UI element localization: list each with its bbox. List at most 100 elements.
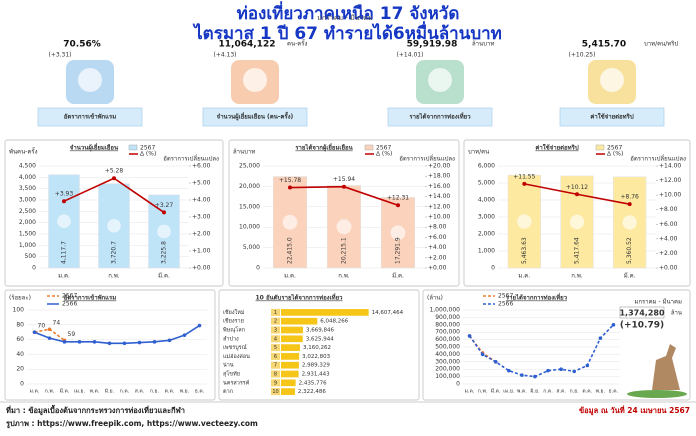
- x-tick-label: มิ.ย.: [530, 388, 540, 395]
- line-point: [62, 340, 67, 344]
- line-point: [572, 369, 577, 374]
- y2-tick-label: +2.00: [428, 254, 447, 261]
- y-tick-label: 6,000: [478, 163, 495, 170]
- line-point: [522, 181, 527, 186]
- y-tick-label: 5,000: [478, 180, 495, 187]
- x-tick-label: มี.ค.: [392, 272, 404, 280]
- kpi-label: อัตราการเข้าพักแรม: [64, 113, 117, 121]
- line-point: [611, 323, 616, 327]
- y2-tick-label: +0.00: [192, 265, 211, 272]
- bar: [281, 379, 296, 387]
- rank-box: [271, 388, 280, 396]
- kpi-label: จำนวนผู้เยี่ยมเยือน (คน-ครั้ง): [217, 111, 294, 122]
- bar-value-label: 2,989,329: [302, 363, 330, 369]
- annotation-change: (+10.79): [620, 321, 664, 331]
- bar-glow: [57, 214, 71, 229]
- image-credit: รูปภาพ : https://www.freepik.com, https:…: [6, 419, 258, 429]
- line: [468, 324, 615, 378]
- category-label: สุโขทัย: [223, 370, 240, 378]
- bar-value-label: 14,607,464: [372, 310, 404, 316]
- rank-label: 3: [274, 328, 277, 334]
- bar-value-label: 17,291.9: [395, 237, 402, 264]
- rank-label: 10: [272, 389, 278, 395]
- rank-box: [271, 361, 280, 369]
- bar-value-label: 3,225.8: [161, 241, 168, 264]
- kpi-label: รายได้จากการท่องเที่ยว: [409, 112, 471, 121]
- bar: [281, 361, 299, 369]
- y-axis-label: ล้านบาท: [233, 149, 255, 156]
- y-tick-label: 20: [16, 366, 24, 373]
- kpi-change: (+14.01): [397, 52, 424, 59]
- y2-tick-label: +8.00: [428, 224, 447, 231]
- y-tick-label: 0: [20, 381, 24, 388]
- bar-glow: [517, 214, 532, 229]
- point-label: 74: [53, 320, 61, 327]
- x-tick-label: ต.ค.: [582, 389, 592, 395]
- x-tick-label: ม.ค.: [58, 273, 70, 280]
- kpi-value: 70.56%: [63, 40, 101, 50]
- y-tick-label: 600,000: [435, 336, 460, 343]
- y2-tick-label: +5.00: [192, 180, 211, 187]
- y-tick-label: 300,000: [435, 358, 460, 365]
- x-tick-label: ส.ค.: [556, 389, 566, 395]
- panel: [218, 289, 420, 401]
- line-point: [288, 185, 292, 190]
- x-tick-label: ก.พ.: [108, 273, 119, 280]
- line-point: [152, 340, 157, 344]
- legend-swatch: [128, 144, 138, 151]
- y2-tick-label: +3.00: [192, 214, 211, 221]
- y-tick-label: 25,000: [239, 163, 260, 170]
- data-date: ข้อมูล ณ วันที่ 24 เมษายน 2567: [579, 404, 690, 416]
- y-axis-label: พันคน-ครั้ง: [9, 146, 38, 156]
- legend-label: 2567: [140, 145, 155, 152]
- kpi-banner: [559, 107, 665, 127]
- rank-label: 5: [274, 345, 277, 351]
- line-point: [62, 199, 66, 204]
- line-point: [47, 336, 52, 340]
- kpi-banner: [202, 107, 308, 127]
- y2-axis-label: อัตราการเปลี่ยนแปลง: [630, 155, 686, 163]
- subtitle: ไตรมาส 1 ปี 67 ทำรายได้6หมื่นล้านบาท: [192, 21, 502, 44]
- y-tick-label: 1,000,000: [429, 307, 460, 314]
- y-tick-label: 5,000: [243, 244, 260, 251]
- line-point: [627, 202, 632, 207]
- annotation-unit: ล้าน: [671, 310, 682, 317]
- x-tick-label: มี.ค.: [158, 272, 170, 280]
- bar-glow: [282, 214, 298, 230]
- y2-tick-label: +0.00: [659, 265, 678, 272]
- y-axis-label: (ร้อยละ): [9, 295, 31, 302]
- category-label: เชียงราย: [223, 318, 244, 325]
- line-point: [598, 336, 603, 340]
- category-label: ลำปาง: [223, 335, 239, 342]
- y-tick-label: 4,000: [478, 197, 495, 204]
- point-label: +15.94: [333, 176, 355, 183]
- period: มกราคม - มีนาคม: [317, 14, 372, 22]
- category-label: น่าน: [223, 363, 234, 369]
- line-point: [342, 184, 346, 189]
- y-tick-label: 15,000: [239, 203, 260, 210]
- x-tick-label: พ.ย.: [596, 389, 606, 395]
- x-tick-label: ม.ค.: [465, 389, 475, 395]
- chart-title: อัตราการเข้าพักแรม: [64, 294, 117, 302]
- y-tick-label: 500: [25, 253, 37, 260]
- x-tick-label: มิ.ย.: [105, 388, 115, 395]
- x-tick-label: ก.ย.: [570, 389, 580, 395]
- kpi-icon-detail: [243, 68, 267, 92]
- bar: [281, 344, 300, 351]
- point-label: +12.31: [387, 195, 409, 202]
- y-tick-label: 2,000: [478, 231, 495, 238]
- legend-label: ∆ (%): [606, 151, 623, 158]
- y2-tick-label: +16.00: [428, 183, 450, 190]
- point-label: +15.78: [279, 177, 301, 184]
- y2-tick-label: +2.00: [192, 231, 211, 238]
- line-point: [493, 360, 498, 364]
- bar-value-label: 2,931,443: [302, 372, 330, 378]
- y2-tick-label: +1.00: [192, 248, 211, 255]
- bar-glow: [336, 219, 352, 235]
- kpi-unit: ล้านบาท: [472, 41, 494, 48]
- x-tick-label: พ.ค.: [517, 389, 527, 395]
- bar-glow: [157, 224, 171, 239]
- bar-glow: [107, 219, 121, 233]
- x-tick-label: มี.ค.: [624, 272, 636, 280]
